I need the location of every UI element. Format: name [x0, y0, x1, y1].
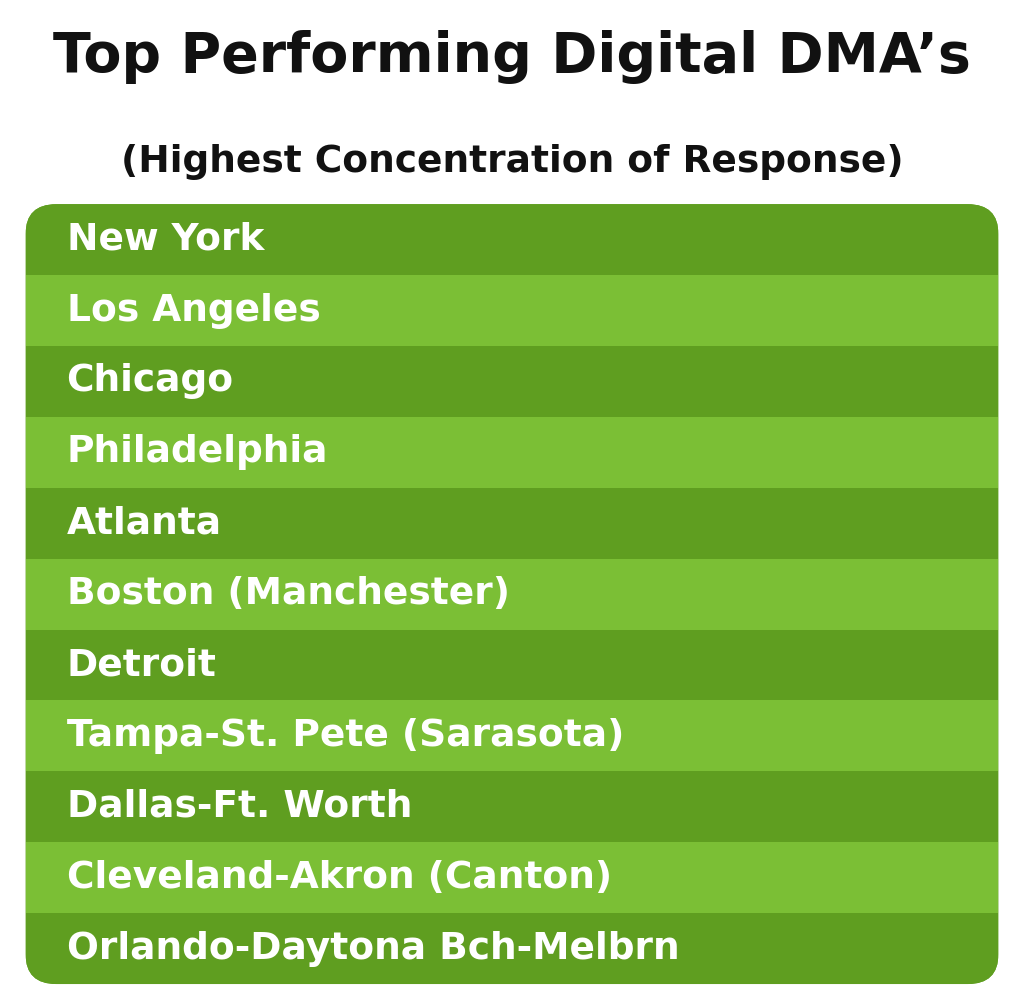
Bar — [26, 204, 998, 275]
Text: Cleveland-Akron (Canton): Cleveland-Akron (Canton) — [67, 860, 611, 895]
Bar — [26, 913, 998, 984]
Bar — [26, 843, 998, 913]
Bar — [26, 700, 998, 771]
Text: Los Angeles: Los Angeles — [67, 293, 321, 329]
Text: Tampa-St. Pete (Sarasota): Tampa-St. Pete (Sarasota) — [67, 718, 624, 754]
FancyBboxPatch shape — [26, 204, 998, 984]
Bar — [26, 275, 998, 346]
Bar — [26, 629, 998, 700]
Bar — [26, 417, 998, 488]
Text: Chicago: Chicago — [67, 364, 233, 399]
Bar — [26, 346, 998, 417]
Text: (Highest Concentration of Response): (Highest Concentration of Response) — [121, 144, 903, 180]
Text: Boston (Manchester): Boston (Manchester) — [67, 576, 510, 613]
Bar — [26, 488, 998, 559]
Text: Detroit: Detroit — [67, 647, 216, 683]
Text: Philadelphia: Philadelphia — [67, 434, 328, 470]
Text: Orlando-Daytona Bch-Melbrn: Orlando-Daytona Bch-Melbrn — [67, 930, 679, 966]
Text: Atlanta: Atlanta — [67, 505, 221, 541]
Text: Top Performing Digital DMA’s: Top Performing Digital DMA’s — [53, 30, 971, 84]
Text: Dallas-Ft. Worth: Dallas-Ft. Worth — [67, 789, 412, 825]
Text: New York: New York — [67, 222, 264, 258]
Bar — [26, 559, 998, 629]
Bar — [26, 771, 998, 843]
